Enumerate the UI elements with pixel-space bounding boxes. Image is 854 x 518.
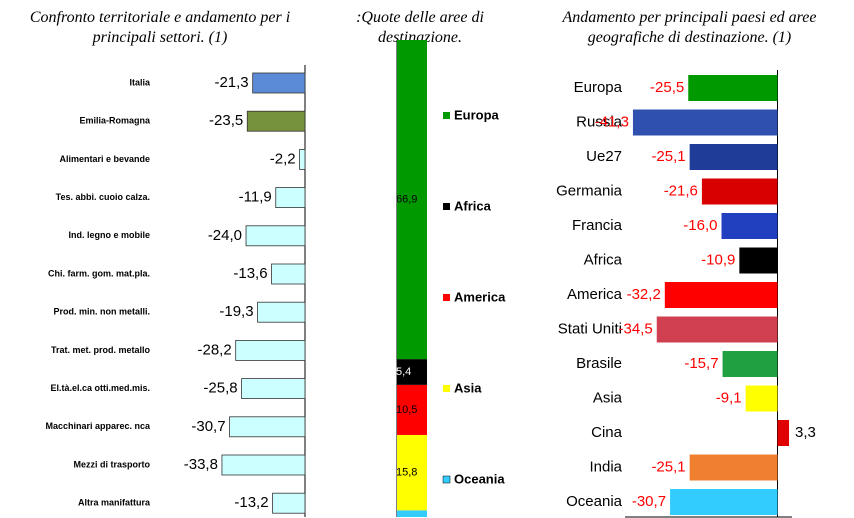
category-label: Ue27	[586, 148, 622, 165]
category-label: Russia	[576, 113, 623, 130]
value-label: -24,0	[208, 227, 242, 244]
bar	[241, 378, 306, 400]
bar	[235, 339, 306, 361]
value-label: -10,9	[701, 251, 735, 268]
category-label: Ind. legno e mobile	[68, 230, 150, 240]
value-label: -11,9	[239, 189, 272, 206]
value-label: -13,6	[233, 265, 267, 282]
value-label: -9,1	[716, 389, 742, 406]
value-label: -23,5	[209, 112, 243, 129]
category-label: Europa	[574, 79, 623, 96]
category-label: Italia	[129, 77, 151, 87]
value-label: -33,8	[184, 456, 218, 473]
category-label: Africa	[584, 251, 623, 268]
category-label: El.tà.el.ca otti.med.mis.	[50, 383, 150, 393]
value-label: -25,1	[651, 458, 685, 475]
bar	[722, 351, 778, 377]
bar	[257, 301, 306, 323]
bar	[701, 178, 778, 205]
bar-segment	[397, 384, 427, 435]
value-label: -30,7	[632, 493, 666, 510]
value-label: -13,2	[234, 494, 268, 511]
value-label: -25,8	[203, 380, 237, 397]
value-label: 3,3	[795, 424, 816, 441]
bar	[271, 263, 306, 285]
legend-label: Africa	[454, 198, 492, 213]
value-label: -28,2	[198, 341, 232, 358]
bar	[689, 144, 778, 170]
legend-swatch	[442, 475, 451, 484]
value-label: -15,7	[684, 355, 718, 372]
value-label: -16,0	[683, 217, 717, 234]
value-label: 15,8	[396, 467, 417, 479]
bar	[632, 109, 778, 136]
category-label: Alimentari e bevande	[59, 154, 150, 164]
bar	[229, 416, 306, 438]
category-label: Francia	[572, 217, 623, 234]
bar	[272, 492, 306, 514]
chart-title: Andamento per principali paesi ed aree g…	[562, 9, 817, 46]
bar	[745, 385, 778, 412]
category-label: Macchinari apparec. nca	[45, 421, 151, 431]
category-label: India	[589, 458, 622, 475]
category-label: Oceania	[566, 493, 623, 510]
legend-label: Oceania	[454, 471, 505, 486]
category-label: Prod. min. non metalli.	[53, 307, 150, 317]
legend-swatch	[443, 112, 450, 119]
value-label: 10,5	[396, 404, 417, 416]
bar-segment	[397, 359, 427, 385]
value-label: -25,1	[651, 148, 685, 165]
bar	[664, 282, 778, 308]
category-label: America	[567, 286, 623, 303]
legend-label: America	[454, 289, 506, 304]
value-label: -21,6	[664, 182, 698, 199]
legend-swatch	[443, 203, 450, 210]
legend-swatch	[443, 385, 450, 392]
category-label: Stati Uniti	[558, 320, 622, 337]
bar-segment	[397, 40, 427, 360]
legend-swatch	[443, 294, 450, 301]
bar	[245, 225, 306, 247]
bar	[689, 454, 778, 481]
category-label: Asia	[593, 389, 623, 406]
legend-label: Asia	[454, 380, 482, 395]
bar	[721, 213, 778, 239]
value-label: -21,3	[214, 74, 248, 91]
category-label: Cina	[591, 424, 623, 441]
category-label: Mezzi di trasporto	[73, 459, 150, 469]
bar	[246, 110, 306, 132]
value-label: -30,7	[191, 418, 225, 435]
bar-segment	[397, 434, 427, 511]
category-label: Germania	[556, 182, 623, 199]
bar	[299, 148, 306, 170]
category-label: Brasile	[576, 355, 622, 372]
bar	[252, 72, 306, 94]
chart-title: Confronto territoriale e andamento per i…	[29, 9, 291, 46]
bar	[221, 454, 306, 476]
value-label: -32,2	[627, 286, 661, 303]
legend-label: Europa	[454, 107, 500, 122]
bar	[739, 247, 778, 274]
value-label: -2,2	[270, 150, 296, 167]
bar-segment	[397, 510, 427, 517]
category-label: Altra manifattura	[78, 498, 151, 508]
bar	[656, 316, 778, 343]
category-label: Chi. farm. gom. mat.pla.	[48, 268, 150, 278]
value-label: 66,9	[396, 193, 417, 205]
category-label: Trat. met. prod. metallo	[51, 345, 151, 355]
value-label: -34,5	[619, 320, 653, 337]
bar	[670, 489, 778, 515]
category-label: Tes. abbi. cuoio calza.	[56, 192, 150, 202]
bar	[275, 187, 306, 209]
value-label: -41,3	[595, 113, 629, 130]
value-label: 5,4	[396, 366, 411, 378]
value-label: -25,5	[650, 79, 684, 96]
category-label: Emilia-Romagna	[79, 116, 151, 126]
value-label: -19,3	[219, 303, 253, 320]
bar	[688, 75, 778, 101]
bar	[777, 420, 790, 446]
